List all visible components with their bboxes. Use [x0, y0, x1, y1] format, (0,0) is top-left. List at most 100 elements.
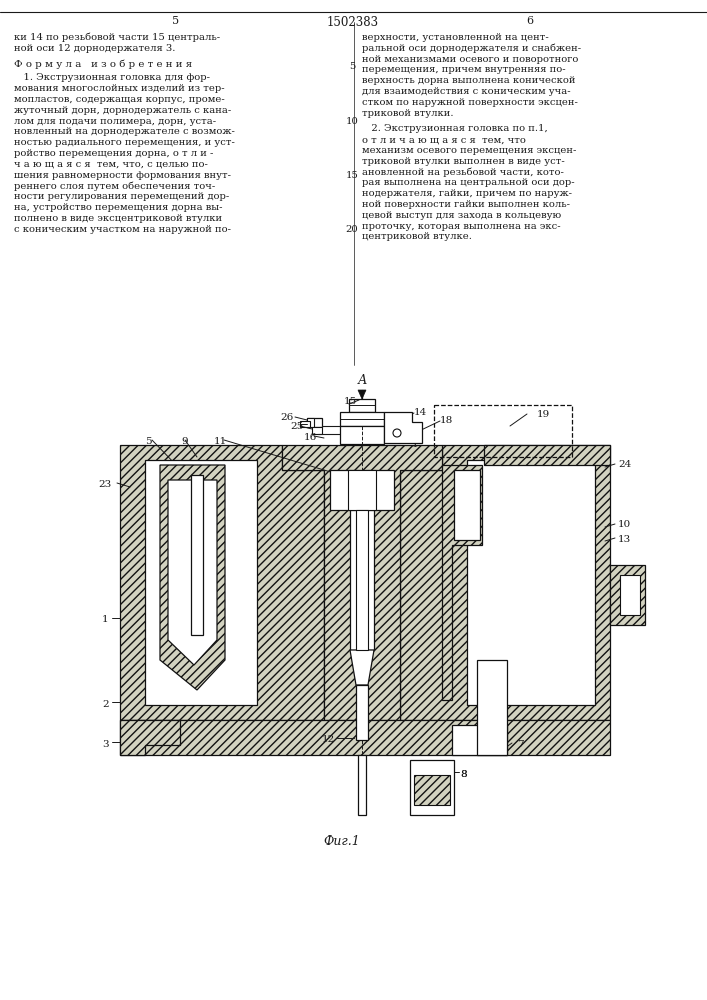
Polygon shape [610, 565, 645, 625]
Text: триковой втулки.: триковой втулки. [362, 109, 453, 118]
Text: 1: 1 [102, 615, 109, 624]
Text: 4: 4 [437, 785, 443, 794]
Text: 2: 2 [102, 700, 109, 709]
Text: центриковой втулке.: центриковой втулке. [362, 232, 472, 241]
Text: 5: 5 [145, 437, 151, 446]
Text: 24: 24 [618, 460, 631, 469]
Text: проточку, которая выполнена на экс-: проточку, которая выполнена на экс- [362, 222, 561, 231]
Bar [410, 760, 454, 815]
Text: 18: 18 [440, 416, 453, 425]
Polygon shape [484, 445, 610, 465]
Bar [330, 470, 394, 510]
Text: 26: 26 [280, 413, 293, 422]
Polygon shape [168, 480, 217, 665]
Text: нодержателя, гайки, причем по наруж-: нодержателя, гайки, причем по наруж- [362, 189, 572, 198]
Bar [620, 575, 640, 615]
Polygon shape [400, 445, 610, 720]
Text: новленный на дорнодержателе с возмож-: новленный на дорнодержателе с возмож- [14, 127, 235, 136]
Text: 13: 13 [618, 535, 631, 544]
Text: 8: 8 [460, 770, 467, 779]
Text: стком по наружной поверхности эксцен-: стком по наружной поверхности эксцен- [362, 98, 578, 107]
Text: ановленной на резьбовой части, кото-: ановленной на резьбовой части, кото- [362, 168, 564, 177]
Text: 5: 5 [173, 16, 180, 26]
Bar [434, 405, 572, 457]
Text: 6: 6 [527, 16, 534, 26]
Polygon shape [120, 720, 610, 755]
Text: верхность дорна выполнена конической: верхность дорна выполнена конической [362, 76, 575, 85]
Text: 10: 10 [618, 520, 631, 529]
Polygon shape [467, 460, 595, 705]
Text: 10: 10 [346, 117, 358, 126]
Polygon shape [442, 465, 482, 700]
Text: 8: 8 [460, 770, 467, 779]
Bar [356, 685, 368, 740]
Polygon shape [145, 460, 257, 705]
Polygon shape [120, 445, 324, 720]
Text: 14: 14 [414, 408, 427, 417]
Text: 16: 16 [304, 433, 317, 442]
Bar [340, 412, 384, 426]
Text: Фиг.1: Фиг.1 [324, 835, 361, 848]
Text: 15: 15 [344, 397, 357, 406]
Text: 19: 19 [537, 410, 550, 419]
Bar [312, 427, 322, 434]
Text: перемещения, причем внутренняя по-: перемещения, причем внутренняя по- [362, 65, 566, 74]
Text: 15: 15 [346, 171, 358, 180]
Text: 3: 3 [102, 740, 109, 749]
Text: жуточный дорн, дорнодержатель с кана-: жуточный дорн, дорнодержатель с кана- [14, 106, 231, 115]
Text: механизм осевого перемещения эксцен-: механизм осевого перемещения эксцен- [362, 146, 576, 155]
Text: А: А [357, 374, 367, 387]
Bar [300, 421, 310, 427]
Text: ностью радиального перемещения, и уст-: ностью радиального перемещения, и уст- [14, 138, 235, 147]
Text: 2. Экструзионная головка по п.1,: 2. Экструзионная головка по п.1, [362, 124, 548, 133]
Bar [414, 775, 450, 805]
Text: ной поверхности гайки выполнен коль-: ной поверхности гайки выполнен коль- [362, 200, 570, 209]
Text: реннего слоя путем обеспечения точ-: реннего слоя путем обеспечения точ- [14, 181, 215, 191]
Text: ной механизмами осевого и поворотного: ной механизмами осевого и поворотного [362, 55, 578, 64]
Text: ч а ю щ а я с я  тем, что, с целью по-: ч а ю щ а я с я тем, что, с целью по- [14, 160, 208, 169]
Bar [349, 399, 375, 412]
Text: ности регулирования перемещений дор-: ности регулирования перемещений дор- [14, 192, 229, 201]
Polygon shape [350, 650, 374, 685]
Text: с коническим участком на наружной по-: с коническим участком на наружной по- [14, 225, 231, 234]
Polygon shape [120, 720, 180, 755]
Circle shape [393, 429, 401, 437]
Bar [307, 418, 314, 427]
Polygon shape [452, 725, 507, 755]
Text: на, устройство перемещения дорна вы-: на, устройство перемещения дорна вы- [14, 203, 223, 212]
Text: триковой втулки выполнен в виде уст-: триковой втулки выполнен в виде уст- [362, 157, 565, 166]
Text: 17: 17 [404, 434, 417, 443]
Text: Ф о р м у л а   и з о б р е т е н и я: Ф о р м у л а и з о б р е т е н и я [14, 60, 192, 69]
Text: 12: 12 [322, 735, 335, 744]
Text: цевой выступ для захода в кольцевую: цевой выступ для захода в кольцевую [362, 211, 561, 220]
Bar [348, 470, 376, 510]
Text: лом для подачи полимера, дорн, уста-: лом для подачи полимера, дорн, уста- [14, 117, 216, 126]
Text: 1502383: 1502383 [327, 16, 379, 29]
Text: полнено в виде эксцентриковой втулки: полнено в виде эксцентриковой втулки [14, 214, 222, 223]
Polygon shape [454, 470, 480, 540]
Text: 23: 23 [99, 480, 112, 489]
Bar [307, 418, 322, 427]
Text: мования многослойных изделий из тер-: мования многослойных изделий из тер- [14, 84, 225, 93]
Text: 1. Экструзионная головка для фор-: 1. Экструзионная головка для фор- [14, 73, 210, 82]
Text: шения равномерности формования внут-: шения равномерности формования внут- [14, 171, 231, 180]
Text: ральной оси дорнодержателя и снабжен-: ральной оси дорнодержателя и снабжен- [362, 44, 581, 53]
Text: 11: 11 [214, 437, 227, 446]
Bar [350, 510, 374, 650]
Text: верхности, установленной на цент-: верхности, установленной на цент- [362, 33, 549, 42]
Bar [340, 426, 384, 444]
Text: 7: 7 [517, 740, 524, 749]
Text: 6: 6 [618, 575, 624, 584]
Text: для взаимодействия с коническим уча-: для взаимодействия с коническим уча- [362, 87, 571, 96]
Polygon shape [384, 412, 422, 443]
Text: 20: 20 [346, 225, 358, 234]
Text: рая выполнена на центральной оси дор-: рая выполнена на центральной оси дор- [362, 178, 575, 187]
Text: ройство перемещения дорна, о т л и -: ройство перемещения дорна, о т л и - [14, 149, 214, 158]
Text: ной оси 12 дорнодержателя 3.: ной оси 12 дорнодержателя 3. [14, 44, 175, 53]
Bar [358, 755, 366, 815]
Polygon shape [191, 475, 203, 635]
Polygon shape [160, 465, 225, 690]
Text: 5: 5 [349, 62, 355, 71]
Text: 1: 1 [412, 440, 419, 449]
Polygon shape [477, 660, 507, 755]
